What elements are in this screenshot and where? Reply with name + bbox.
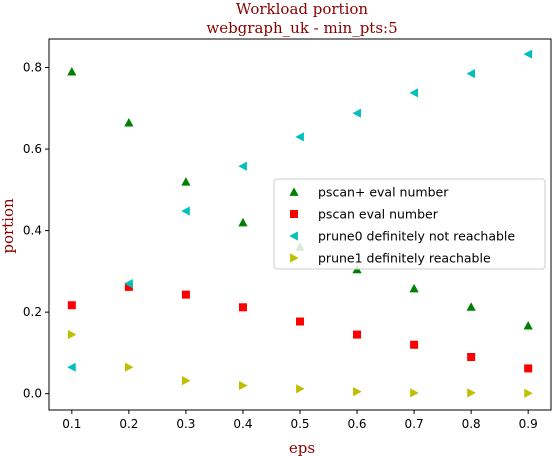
point-series0-7: [466, 302, 476, 311]
point-series2-3: [238, 161, 247, 171]
x-tick-label-7: 0.8: [462, 417, 481, 431]
y-tick-label-3: 0.6: [23, 142, 42, 156]
point-series2-0: [67, 362, 76, 372]
point-series1-6: [410, 340, 419, 349]
point-series1-0: [67, 301, 76, 310]
point-series1-2: [181, 290, 190, 299]
point-series1-4: [296, 317, 304, 326]
point-series1-5: [353, 330, 362, 339]
y-axis: 0.0 0.2 0.4 0.6 0.8: [23, 61, 49, 401]
point-series2-4: [295, 132, 304, 142]
point-series3-2: [181, 376, 191, 386]
point-series3-4: [296, 384, 305, 394]
point-series3-5: [353, 387, 362, 397]
x-tick-label-2: 0.3: [176, 417, 195, 431]
point-series3-7: [467, 388, 476, 398]
y-tick-label-2: 0.4: [23, 224, 42, 238]
x-tick-label-6: 0.7: [405, 417, 424, 431]
point-series3-0: [67, 329, 77, 340]
point-series3-1: [124, 362, 134, 372]
point-series2-8: [523, 49, 533, 59]
y-tick-label-4: 0.8: [23, 61, 42, 75]
legend-label-0: pscan+ eval number: [318, 185, 449, 200]
x-tick-label-0: 0.1: [62, 417, 81, 431]
point-series0-2: [181, 177, 191, 186]
point-series0-8: [523, 321, 533, 330]
point-series2-7: [466, 69, 476, 79]
x-tick-label-3: 0.4: [233, 417, 252, 431]
point-series0-1: [124, 117, 134, 127]
point-series1-3: [238, 303, 247, 312]
point-series3-8: [524, 388, 533, 398]
y-tick-label-0: 0.0: [23, 387, 42, 401]
x-tick-label-1: 0.2: [119, 417, 138, 431]
x-axis-label: eps: [289, 439, 315, 456]
legend-marker-0: [289, 187, 299, 196]
point-series2-6: [409, 88, 419, 98]
point-series0-6: [409, 283, 419, 293]
x-tick-label-4: 0.5: [290, 417, 309, 431]
chart-title: Workload portion: [236, 0, 368, 18]
legend: pscan+ eval number pscan eval number prune…: [273, 178, 546, 270]
legend-box: [273, 178, 546, 270]
legend-marker-3: [290, 253, 299, 263]
point-series1-8: [524, 364, 533, 373]
chart-subtitle: webgraph_uk - min_pts:5: [206, 19, 397, 37]
x-tick-label-5: 0.6: [347, 417, 366, 431]
x-tick-label-8: 0.9: [519, 417, 538, 431]
point-series2-5: [352, 108, 361, 118]
legend-label-2: prune0 definitely not reachable: [318, 229, 515, 244]
x-axis: 0.1 0.2 0.3 0.4 0.5 0.6 0.7 0.8 0.9: [62, 410, 538, 431]
point-series3-3: [239, 380, 248, 391]
point-series3-6: [410, 388, 419, 398]
y-tick-label-1: 0.2: [23, 305, 42, 319]
point-series2-1: [124, 279, 133, 289]
point-series0-0: [67, 67, 77, 76]
legend-marker-1: [290, 210, 298, 218]
point-series1-1: [124, 282, 133, 291]
legend-marker-2: [289, 231, 298, 241]
point-series1-7: [467, 353, 476, 361]
legend-label-3: prune1 definitely reachable: [318, 251, 491, 266]
y-axis-label: portion: [0, 198, 17, 254]
legend-label-1: pscan eval number: [318, 207, 439, 222]
data-markers: [67, 49, 533, 398]
point-series0-3: [238, 217, 248, 227]
point-series2-2: [181, 206, 190, 216]
